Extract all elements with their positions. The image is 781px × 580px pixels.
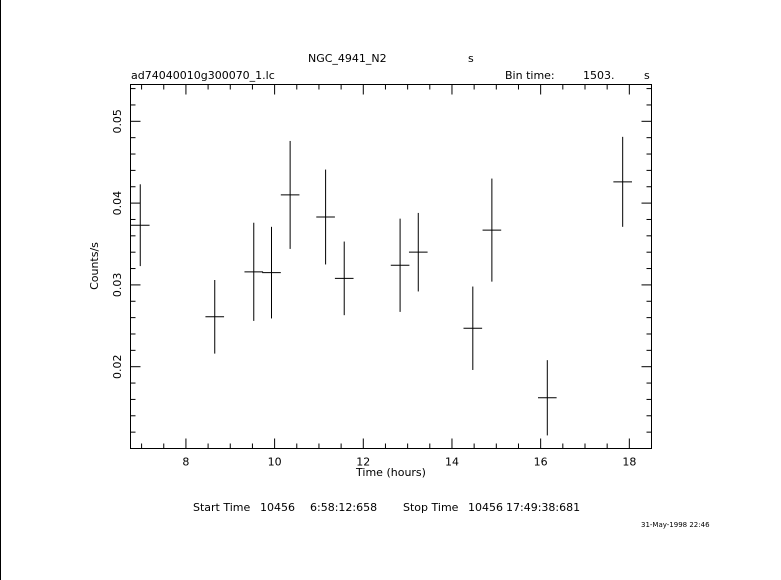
bin-time-value: 1503.	[583, 69, 615, 82]
data-point	[130, 184, 150, 267]
data-point	[613, 136, 632, 227]
data-point	[463, 286, 483, 370]
y-axis-label: Counts/s	[88, 242, 101, 290]
file-name: ad74040010g300070_1.lc	[131, 69, 275, 82]
start-time-day: 10456	[260, 501, 295, 514]
x-tick-label: 10	[268, 456, 282, 469]
window-left-edge	[0, 0, 1, 580]
stop-time-value: 17:49:38:681	[506, 501, 581, 514]
start-time-value: 6:58:12:658	[310, 501, 378, 514]
data-point	[262, 226, 281, 319]
axis-ticks	[130, 84, 652, 449]
x-tick-label: 12	[356, 456, 370, 469]
data-point	[244, 222, 264, 321]
object-name: NGC_4941_N2	[308, 52, 387, 65]
data-point	[537, 360, 557, 436]
bin-time-unit: s	[644, 69, 650, 82]
start-time-label: Start Time	[193, 501, 251, 514]
x-tick-label: 8	[182, 456, 189, 469]
data-point	[205, 279, 225, 354]
x-axis-label: Time (hours)	[355, 466, 426, 479]
plot-frame	[130, 84, 652, 449]
x-tick-label: 16	[534, 456, 548, 469]
data-point	[316, 169, 335, 265]
data-point	[334, 241, 354, 316]
y-tick-label: 0.04	[111, 191, 124, 216]
object-unit: s	[468, 52, 474, 65]
data-point	[280, 140, 300, 249]
bin-time-label: Bin time:	[505, 69, 555, 82]
data-points	[130, 136, 632, 436]
plot-date-stamp: 31-May-1998 22:46	[641, 521, 710, 529]
stop-time-day: 10456	[468, 501, 503, 514]
y-tick-label: 0.03	[111, 273, 124, 298]
x-tick-label: 18	[622, 456, 636, 469]
x-tick-label: 14	[445, 456, 459, 469]
y-tick-label: 0.02	[111, 354, 124, 379]
data-point	[482, 178, 502, 282]
data-point	[390, 218, 410, 312]
y-tick-label: 0.05	[111, 109, 124, 134]
stop-time-label: Stop Time	[403, 501, 459, 514]
axis-tick-labels: 8 10 12 14 16 18 0.02 0.03 0.04 0.05	[111, 109, 636, 468]
data-point	[408, 212, 428, 292]
